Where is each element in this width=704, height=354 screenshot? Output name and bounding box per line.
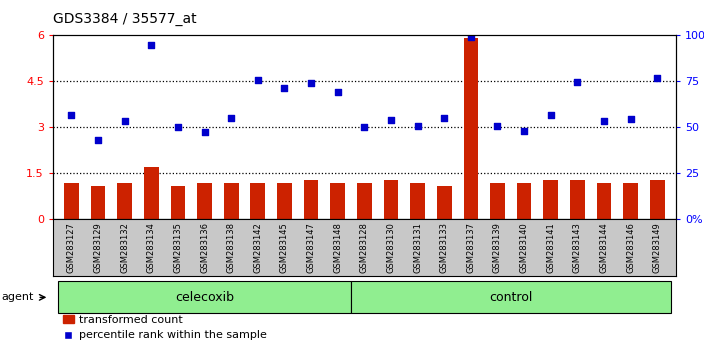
- Text: GSM283142: GSM283142: [253, 222, 263, 273]
- Bar: [357, 183, 372, 219]
- Text: GDS3384 / 35577_at: GDS3384 / 35577_at: [53, 12, 196, 27]
- Text: GSM283133: GSM283133: [440, 222, 448, 273]
- Text: GSM283143: GSM283143: [573, 222, 582, 273]
- Bar: [490, 183, 505, 219]
- Bar: [144, 167, 158, 219]
- Bar: [330, 183, 345, 219]
- Text: GSM283136: GSM283136: [200, 222, 209, 273]
- Point: [332, 89, 344, 95]
- Point: [385, 117, 396, 122]
- Text: GSM283135: GSM283135: [173, 222, 182, 273]
- Point: [199, 129, 210, 135]
- Text: GSM283140: GSM283140: [520, 222, 529, 273]
- Text: GSM283149: GSM283149: [653, 222, 662, 273]
- Bar: [570, 179, 584, 219]
- Bar: [437, 186, 451, 219]
- Text: GSM283134: GSM283134: [147, 222, 156, 273]
- Text: GSM283132: GSM283132: [120, 222, 130, 273]
- Bar: [517, 183, 532, 219]
- Bar: [543, 179, 558, 219]
- Point: [625, 116, 636, 122]
- Bar: [410, 183, 425, 219]
- Text: GSM283145: GSM283145: [280, 222, 289, 273]
- Bar: [277, 183, 291, 219]
- Text: GSM283147: GSM283147: [306, 222, 315, 273]
- Point: [92, 137, 103, 143]
- Point: [358, 125, 370, 130]
- Point: [652, 75, 663, 81]
- Point: [252, 77, 263, 83]
- Bar: [224, 183, 239, 219]
- Text: GSM283130: GSM283130: [386, 222, 396, 273]
- Bar: [197, 183, 212, 219]
- Text: GSM283129: GSM283129: [94, 222, 103, 273]
- Point: [572, 79, 583, 85]
- Text: GSM283148: GSM283148: [333, 222, 342, 273]
- Bar: [596, 183, 611, 219]
- Bar: [58, 281, 351, 313]
- Point: [439, 115, 450, 121]
- Text: GSM283137: GSM283137: [466, 222, 475, 273]
- Bar: [64, 183, 79, 219]
- Point: [279, 85, 290, 90]
- Bar: [463, 39, 478, 219]
- Point: [306, 80, 317, 86]
- Text: GSM283141: GSM283141: [546, 222, 555, 273]
- Text: GSM283139: GSM283139: [493, 222, 502, 273]
- Point: [119, 119, 130, 124]
- Bar: [303, 179, 318, 219]
- Bar: [91, 186, 106, 219]
- Point: [65, 112, 77, 118]
- Point: [492, 123, 503, 129]
- Bar: [384, 179, 398, 219]
- Text: control: control: [489, 291, 532, 304]
- Bar: [351, 281, 670, 313]
- Text: GSM283128: GSM283128: [360, 222, 369, 273]
- Point: [518, 128, 529, 134]
- Text: GSM283146: GSM283146: [626, 222, 635, 273]
- Bar: [251, 183, 265, 219]
- Point: [225, 115, 237, 121]
- Text: GSM283131: GSM283131: [413, 222, 422, 273]
- Text: GSM283127: GSM283127: [67, 222, 76, 273]
- Point: [598, 118, 610, 124]
- Point: [465, 34, 477, 40]
- Bar: [170, 186, 185, 219]
- Point: [172, 125, 184, 130]
- Bar: [650, 179, 665, 219]
- Text: GSM283138: GSM283138: [227, 222, 236, 273]
- Legend: transformed count, percentile rank within the sample: transformed count, percentile rank withi…: [58, 310, 272, 345]
- Text: GSM283144: GSM283144: [599, 222, 608, 273]
- Point: [146, 42, 157, 47]
- Text: agent: agent: [1, 292, 34, 302]
- Text: celecoxib: celecoxib: [175, 291, 234, 304]
- Point: [545, 112, 556, 118]
- Point: [412, 123, 423, 129]
- Bar: [118, 183, 132, 219]
- Bar: [623, 183, 638, 219]
